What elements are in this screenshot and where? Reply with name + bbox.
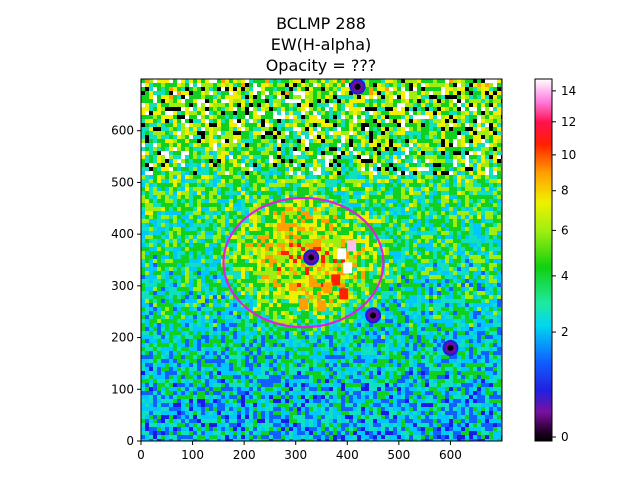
- colorbar-tick-label: 10: [561, 148, 576, 162]
- title-line-1: BCLMP 288: [276, 14, 366, 33]
- x-tick-label: 200: [233, 448, 256, 462]
- dark-source-core: [308, 254, 314, 260]
- bright-pixel: [323, 282, 332, 293]
- x-tick-label: 100: [181, 448, 204, 462]
- y-tick-label: 100: [111, 382, 134, 396]
- colorbar: [535, 79, 552, 441]
- bright-pixel: [343, 262, 352, 273]
- y-tick-label: 600: [111, 124, 134, 138]
- bright-pixel: [347, 240, 356, 251]
- dark-source-core: [447, 345, 453, 351]
- heatmap-image: [141, 79, 505, 443]
- x-tick-label: 500: [387, 448, 410, 462]
- bright-pixel: [289, 292, 298, 303]
- colorbar-tick-label: 8: [561, 184, 569, 198]
- y-tick-label: 300: [111, 279, 134, 293]
- colorbar-axis: 0 2 4 6 8 10 12 14: [552, 84, 576, 444]
- dark-source-core: [370, 312, 376, 318]
- bright-pixel: [317, 300, 326, 311]
- colorbar-tick-label: 2: [561, 325, 569, 339]
- title-line-3: Opacity = ???: [266, 56, 377, 75]
- bright-pixel: [339, 288, 348, 299]
- bright-pixel: [331, 274, 340, 285]
- dark-source-core: [355, 84, 361, 90]
- y-axis: 0 100 200 300 400 500 600: [111, 124, 141, 448]
- x-axis: 0 100 200 300 400 500 600: [137, 441, 462, 462]
- colorbar-tick-label: 6: [561, 223, 569, 237]
- title-line-2: EW(H-alpha): [271, 35, 372, 54]
- x-tick-label: 400: [336, 448, 359, 462]
- colorbar-tick-label: 4: [561, 269, 569, 283]
- bright-pixel: [337, 248, 346, 259]
- x-tick-label: 600: [439, 448, 462, 462]
- y-tick-label: 200: [111, 331, 134, 345]
- bright-pixel: [299, 298, 308, 309]
- x-tick-label: 0: [137, 448, 145, 462]
- colorbar-tick-label: 0: [561, 430, 569, 444]
- y-tick-label: 0: [126, 434, 134, 448]
- y-tick-label: 500: [111, 175, 134, 189]
- colorbar-tick-label: 14: [561, 84, 576, 98]
- y-tick-label: 400: [111, 227, 134, 241]
- colorbar-tick-label: 12: [561, 115, 576, 129]
- x-tick-label: 300: [284, 448, 307, 462]
